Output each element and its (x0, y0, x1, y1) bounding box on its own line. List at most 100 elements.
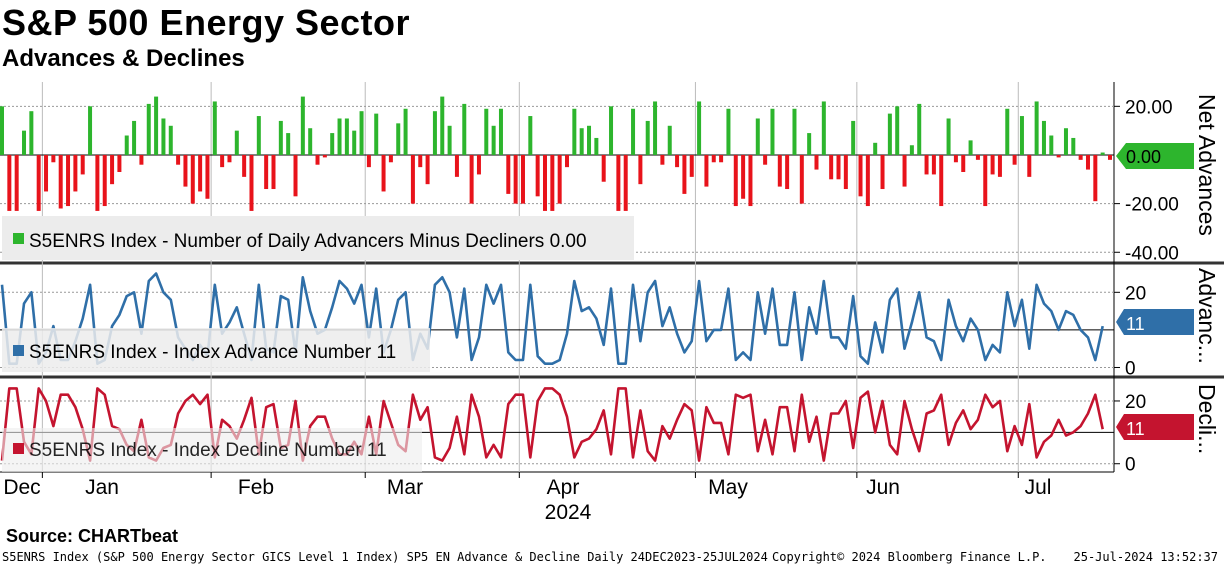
net-advance-bar (29, 111, 34, 155)
decline-last-value-tag: 11 (1116, 414, 1194, 440)
net-advances-bars (0, 96, 1112, 211)
net-advance-bar (308, 128, 313, 155)
net-advance-bar (542, 154, 547, 211)
net-advance-bar (939, 154, 944, 207)
net-advance-bar (513, 154, 518, 204)
legend-swatch (13, 345, 24, 356)
net-advance-bar (858, 154, 863, 197)
net-advance-bar (843, 154, 848, 190)
net-advance-bar (102, 154, 107, 207)
net-advance-bar (66, 154, 71, 207)
net-advance-bar (909, 145, 914, 155)
net-advance-bar (777, 154, 782, 187)
last-value-label: 11 (1126, 314, 1145, 334)
net-advance-bar (682, 154, 687, 194)
net-advance-bar (0, 106, 4, 155)
net-advance-bar (601, 154, 606, 182)
last-value-label: 11 (1126, 419, 1145, 439)
y-axis-title-net: Net Advances (1194, 94, 1220, 236)
net-advance-bar (1056, 154, 1061, 158)
net-advance-bar (234, 130, 239, 155)
net-advance-bar (1093, 154, 1098, 202)
y-tick-label: -20.00 (1125, 195, 1179, 216)
net-advance-bar (887, 113, 892, 155)
net-advance-bar (344, 118, 349, 155)
net-advance-bar (286, 133, 291, 155)
net-advance-bar (176, 154, 181, 165)
decline-series-line (0, 387, 1104, 462)
net-advance-bar (278, 120, 283, 155)
net-advance-bar (88, 106, 93, 155)
net-advance-bar (80, 154, 85, 175)
net-advance-bar (821, 101, 826, 155)
net-advance-bar (161, 118, 166, 155)
net-advance-bar (719, 154, 724, 163)
net-advance-bar (579, 128, 584, 155)
last-value-tag (1116, 414, 1194, 440)
net-advance-bar (432, 111, 437, 155)
net-advance-bar (396, 123, 401, 155)
y-tick-label: -40.00 (1125, 243, 1179, 264)
last-value-label: 0.00 (1126, 147, 1161, 167)
x-tick-label: Apr (547, 476, 580, 499)
net-advance-bar (807, 133, 812, 155)
net-advance-bar (645, 120, 650, 155)
y-tick-label: 20 (1125, 283, 1146, 304)
net-advance-bar (902, 154, 907, 187)
x-tick-label: Jul (1025, 476, 1052, 499)
net-advance-bar (609, 106, 614, 155)
axes: 20.00 -20.00 -40.00 20 0 20 0 (1114, 97, 1179, 476)
footer-timestamp: 25-Jul-2024 13:52:37 (1073, 550, 1219, 564)
net-advance-bar (528, 116, 533, 155)
net-advance-bar (733, 154, 738, 207)
net-advance-bar (1034, 101, 1039, 155)
net-advance-bar (73, 154, 78, 192)
x-tick-label: May (708, 476, 748, 499)
net-advance-bar (484, 108, 489, 155)
net-advance-bar (1027, 154, 1032, 177)
legend-net-advances: S5ENRS Index - Number of Daily Advancers… (2, 216, 634, 260)
net-advance-bar (572, 108, 577, 155)
net-advance-bar (946, 118, 951, 155)
net-advance-bar (139, 154, 144, 165)
net-advance-bar (990, 154, 995, 175)
net-advance-bar (374, 113, 379, 155)
net-advance-bar (1085, 154, 1090, 170)
net-advance-bar (873, 142, 878, 155)
net-advance-bar (44, 154, 49, 192)
net-advance-bar (212, 101, 217, 155)
net-advance-bar (1063, 128, 1068, 155)
net-advance-bar (168, 125, 173, 155)
legend-swatch (13, 233, 24, 244)
net-advance-bar (7, 154, 12, 211)
net-advance-bar (264, 154, 269, 190)
net-advance-bar (865, 154, 870, 207)
net-advance-bar (425, 154, 430, 185)
net-advance-bar (895, 106, 900, 155)
x-tick-label: Jan (85, 476, 119, 499)
net-advance-bar (447, 125, 452, 155)
net-advance-bar (498, 108, 503, 155)
net-advance-bar (256, 116, 261, 155)
x-tick-label: Mar (387, 476, 423, 499)
legend-box (2, 428, 422, 472)
net-advance-bar (462, 103, 467, 155)
x-tick-label: Dec (3, 476, 40, 499)
legend-swatch (13, 443, 24, 454)
net-advance-bar (660, 154, 665, 165)
net-advance-bar (51, 154, 56, 163)
advance-last-value-tag: 11 (1116, 309, 1194, 335)
y-tick-label: 0 (1125, 455, 1136, 476)
net-advance-bar (403, 108, 408, 155)
net-advance-bar (14, 154, 19, 211)
net-advance-bar (381, 154, 386, 192)
net-advance-bar (550, 154, 555, 211)
net-advance-bar (616, 154, 621, 211)
net-advance-bar (631, 108, 636, 155)
net-advance-bar (792, 108, 797, 155)
net-advance-bar (836, 154, 841, 180)
net-advance-bar (330, 133, 335, 155)
net-advance-bar (491, 125, 496, 155)
net-advance-bar (520, 154, 525, 204)
